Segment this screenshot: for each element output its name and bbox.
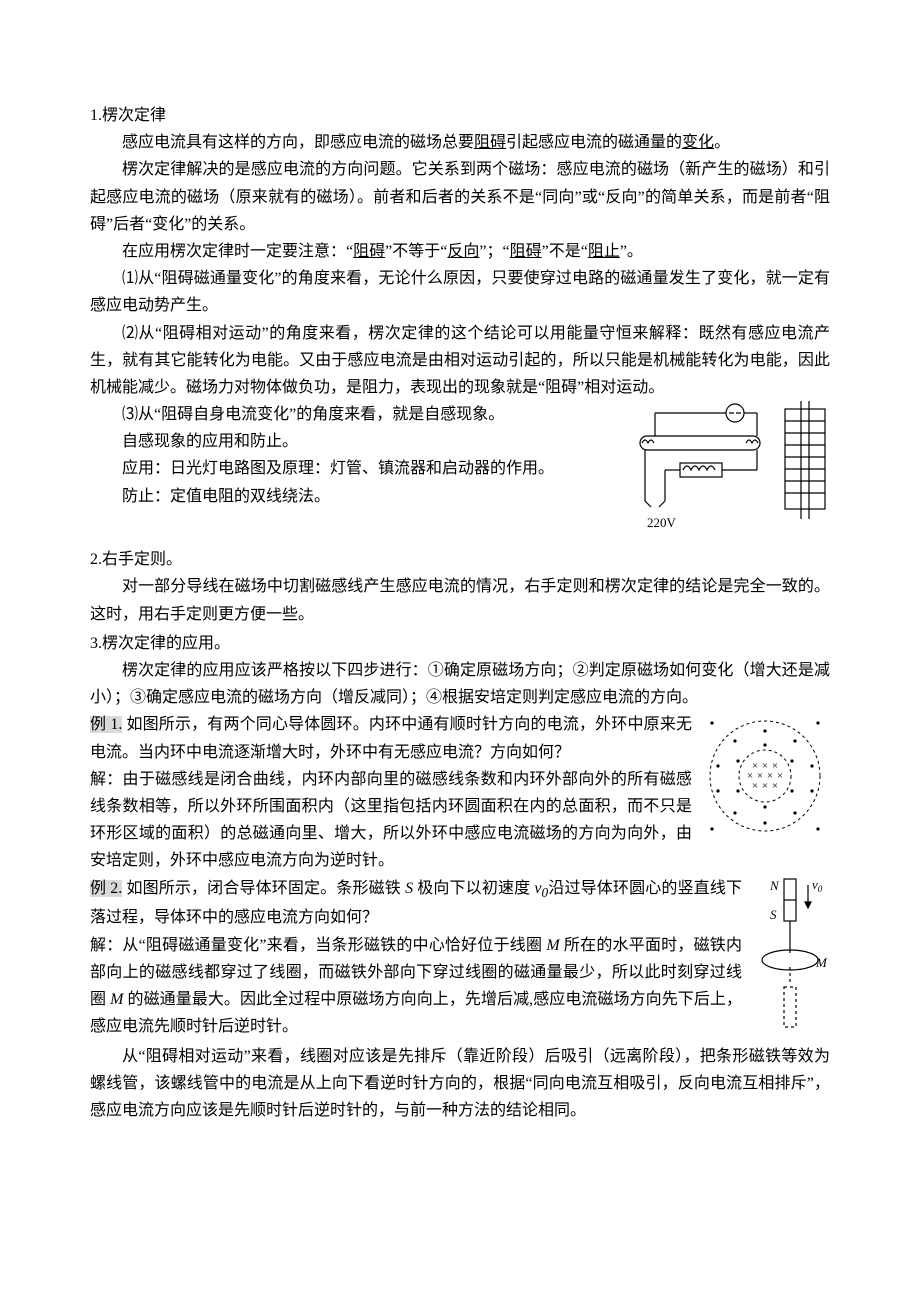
label-S: S xyxy=(770,907,777,922)
label-N: N xyxy=(769,878,780,893)
text: 。 xyxy=(714,134,730,151)
section-3-heading: 3.楞次定律的应用。 xyxy=(90,630,830,657)
s1-p4: ⑴从“阻碍磁通量变化”的角度来看，无论什么原因，只要使穿过电路的磁通量发生了变化… xyxy=(90,265,830,319)
text: 的磁通量最大。因此全过程中原磁场方向向上，先增后减,感应电流磁场方向先下后上，感… xyxy=(90,991,742,1035)
section-2-heading: 2.右手定则。 xyxy=(90,546,830,573)
example-2-answer: 解：从“阻碍磁通量变化”来看，当条形磁铁的中心恰好位于线圈 M 所在的水平面时，… xyxy=(90,932,830,1041)
var-S: S xyxy=(405,880,413,897)
bar-magnet-ring-figure: N S M v0 xyxy=(750,875,830,1039)
label-M: M xyxy=(815,955,828,970)
svg-text:×: × xyxy=(772,780,778,792)
text: 感应电流具有这样的方向，即感应电流的磁场总要 xyxy=(122,134,474,151)
fluorescent-lamp-circuit-figure: 220V xyxy=(625,401,830,540)
circuit-svg: 220V xyxy=(625,401,830,531)
text: ”；“ xyxy=(479,243,509,260)
s2-p1: 对一部分导线在磁场中切割磁感线产生感应电流的情况，右手定则和楞次定律的结论是完全… xyxy=(90,573,830,627)
text: 引起感应电流的磁通量的 xyxy=(506,134,682,151)
s1-p1: 感应电流具有这样的方向，即感应电流的磁场总要阻碍引起感应电流的磁通量的变化。 xyxy=(90,129,830,156)
svg-text:×: × xyxy=(752,780,758,792)
label-v-sub: 0 xyxy=(818,884,823,894)
example-1-question: 如图所示，有两个同心导体圆环。内环中通有顺时针方向的电流，外环中原来无电流。当内… xyxy=(90,716,692,760)
s1-p3: 在应用楞次定律时一定要注意：“阻碍”不等于“反向”；“阻碍”不是“阻止”。 xyxy=(90,238,830,265)
svg-text:×: × xyxy=(762,780,768,792)
text: ”。 xyxy=(620,243,643,260)
concentric-rings-figure: ××× ×××× ××× xyxy=(700,711,830,850)
var-M: M xyxy=(110,991,123,1008)
example-2-label: 例 2. xyxy=(90,880,122,897)
text: 极向下以初速度 xyxy=(413,880,534,897)
rings-svg: ××× ×××× ××× xyxy=(700,711,830,841)
voltage-label: 220V xyxy=(647,515,677,530)
magnet-svg: N S M v0 xyxy=(750,875,830,1030)
example-2-p2: 从“阻碍相对运动”来看，线圈对应该是先排斥（靠近阶段）后吸引（远离阶段），把条形… xyxy=(90,1043,830,1125)
example-2: 例 2. 如图所示，闭合导体环固定。条形磁铁 S 极向下以初速度 v0沿过导体环… xyxy=(90,875,830,932)
underline: 阻碍 xyxy=(510,243,542,260)
underline: 阻碍 xyxy=(353,243,385,260)
underline: 反向 xyxy=(447,243,479,260)
var-M: M xyxy=(546,937,559,954)
svg-text:v0: v0 xyxy=(812,877,823,894)
section-1-heading: 1.楞次定律 xyxy=(90,102,830,129)
text: 如图所示，闭合导体环固定。条形磁铁 xyxy=(122,880,405,897)
s1-p2: 楞次定律解决的是感应电流的方向问题。它关系到两个磁场：感应电流的磁场（新产生的磁… xyxy=(90,156,830,238)
text: ”不是“ xyxy=(542,243,588,260)
text: ”不等于“ xyxy=(385,243,447,260)
underline: 阻止 xyxy=(588,243,620,260)
s1-p5: ⑵从“阻碍相对运动”的角度来看，楞次定律的这个结论可以用能量守恒来解释：既然有感… xyxy=(90,320,830,402)
s3-p1: 楞次定律的应用应该严格按以下四步进行：①确定原磁场方向；②判定原磁场如何变化（增… xyxy=(90,657,830,711)
var-v: v xyxy=(534,880,541,897)
example-1-label: 例 1. xyxy=(90,716,122,733)
text: 解：从“阻碍磁通量变化”来看，当条形磁铁的中心恰好位于线圈 xyxy=(90,937,546,954)
underline-zu-ai: 阻碍 xyxy=(474,134,506,151)
text: 在应用楞次定律时一定要注意：“ xyxy=(122,243,353,260)
underline-bianhua: 变化 xyxy=(682,134,714,151)
